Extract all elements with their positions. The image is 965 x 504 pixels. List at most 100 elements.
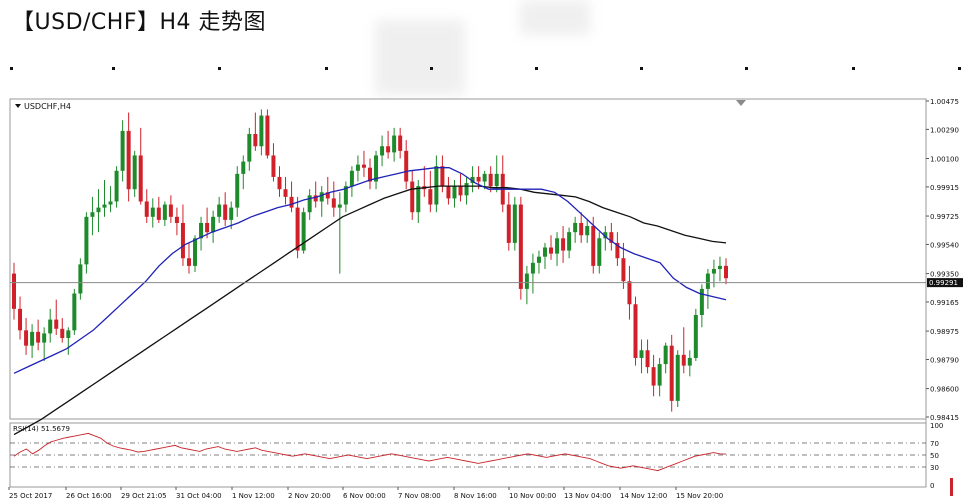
candle-body bbox=[223, 204, 228, 220]
candle bbox=[368, 158, 372, 190]
candle-body bbox=[30, 331, 35, 346]
candle bbox=[150, 198, 155, 228]
candle-body bbox=[96, 207, 101, 213]
candle bbox=[229, 201, 234, 230]
candle-body bbox=[681, 354, 686, 366]
candle bbox=[657, 357, 662, 397]
candle bbox=[313, 181, 318, 208]
candle bbox=[331, 181, 336, 217]
x-tick-label: 26 Oct 16:00 bbox=[66, 492, 112, 500]
candle-body bbox=[687, 357, 692, 366]
price-tick-label: 1.00290 bbox=[930, 126, 959, 134]
candlestick-series bbox=[12, 109, 728, 412]
candle-body bbox=[247, 133, 252, 162]
candle-body bbox=[476, 176, 481, 182]
candle-body bbox=[440, 166, 445, 187]
price-tick-label: 0.98790 bbox=[930, 356, 959, 364]
candle bbox=[645, 339, 650, 374]
candle bbox=[247, 127, 252, 171]
candle bbox=[259, 109, 264, 156]
x-tick-label: 13 Nov 04:00 bbox=[564, 492, 611, 500]
candle bbox=[597, 232, 602, 274]
candle bbox=[506, 192, 511, 251]
candle bbox=[639, 339, 644, 374]
candle bbox=[355, 155, 360, 182]
price-tick-label: 1.00100 bbox=[930, 156, 959, 164]
price-tick-label: 0.98415 bbox=[930, 414, 959, 422]
candle bbox=[295, 196, 300, 259]
candle bbox=[211, 210, 216, 243]
candle-body bbox=[156, 207, 161, 220]
x-tick-label: 29 Oct 21:05 bbox=[121, 492, 167, 500]
candle bbox=[48, 308, 53, 343]
candle bbox=[12, 262, 16, 320]
candle-body bbox=[199, 222, 204, 239]
candle bbox=[585, 219, 590, 243]
x-tick-label: 10 Nov 00:00 bbox=[509, 492, 556, 500]
candle bbox=[66, 327, 71, 355]
candle-body bbox=[319, 192, 324, 202]
candle bbox=[416, 180, 421, 223]
candle bbox=[518, 196, 523, 300]
candle bbox=[54, 299, 59, 335]
candle-body bbox=[464, 183, 469, 196]
x-tick-label: 8 Nov 16:00 bbox=[454, 492, 497, 500]
candle bbox=[410, 170, 415, 220]
candle bbox=[494, 155, 499, 193]
candle-body bbox=[361, 164, 366, 168]
current-price-label: 0.99291 bbox=[929, 279, 958, 287]
candle bbox=[253, 112, 258, 151]
candle-body bbox=[512, 204, 517, 243]
candle-body bbox=[84, 216, 89, 265]
candle bbox=[217, 196, 222, 223]
candle-body bbox=[573, 222, 578, 233]
candle-body bbox=[12, 273, 16, 309]
candle-body bbox=[621, 258, 626, 282]
candle-body bbox=[470, 176, 475, 184]
candle bbox=[591, 216, 596, 274]
candle-body bbox=[325, 192, 330, 199]
candle bbox=[434, 155, 439, 213]
candle-body bbox=[488, 173, 493, 187]
candle-body bbox=[717, 265, 722, 269]
candle-body bbox=[579, 222, 584, 236]
candle bbox=[72, 288, 77, 335]
candle-body bbox=[120, 130, 125, 171]
candle-body bbox=[186, 258, 191, 266]
candle bbox=[476, 166, 481, 190]
candle bbox=[464, 176, 469, 205]
candle-body bbox=[174, 216, 179, 223]
candle-body bbox=[518, 204, 523, 289]
candle bbox=[235, 166, 240, 217]
candle-body bbox=[301, 212, 306, 251]
candle bbox=[561, 226, 566, 263]
candle-body bbox=[410, 181, 415, 213]
candle-body bbox=[404, 150, 409, 182]
candle bbox=[555, 232, 560, 266]
candle bbox=[271, 143, 276, 182]
candle bbox=[693, 308, 698, 362]
candle bbox=[651, 354, 656, 397]
candle bbox=[96, 189, 101, 233]
candle-body bbox=[711, 268, 716, 274]
price-tick-label: 0.98600 bbox=[930, 386, 959, 394]
candle-body bbox=[536, 256, 541, 263]
candle-body bbox=[307, 195, 312, 213]
candle bbox=[193, 235, 198, 273]
candle-body bbox=[446, 186, 451, 199]
candle bbox=[386, 130, 391, 159]
candle bbox=[428, 170, 433, 213]
candle-body bbox=[144, 201, 149, 217]
candle-body bbox=[295, 207, 300, 251]
rsi-line bbox=[13, 432, 727, 472]
candle bbox=[663, 342, 668, 374]
candle bbox=[283, 176, 288, 205]
candle-body bbox=[549, 247, 554, 254]
candle-body bbox=[162, 204, 167, 220]
candle-body bbox=[416, 186, 421, 213]
candle bbox=[223, 192, 228, 227]
candle bbox=[319, 186, 324, 217]
candle-body bbox=[229, 207, 234, 220]
candle-body bbox=[627, 281, 632, 305]
candle-body bbox=[609, 232, 614, 243]
